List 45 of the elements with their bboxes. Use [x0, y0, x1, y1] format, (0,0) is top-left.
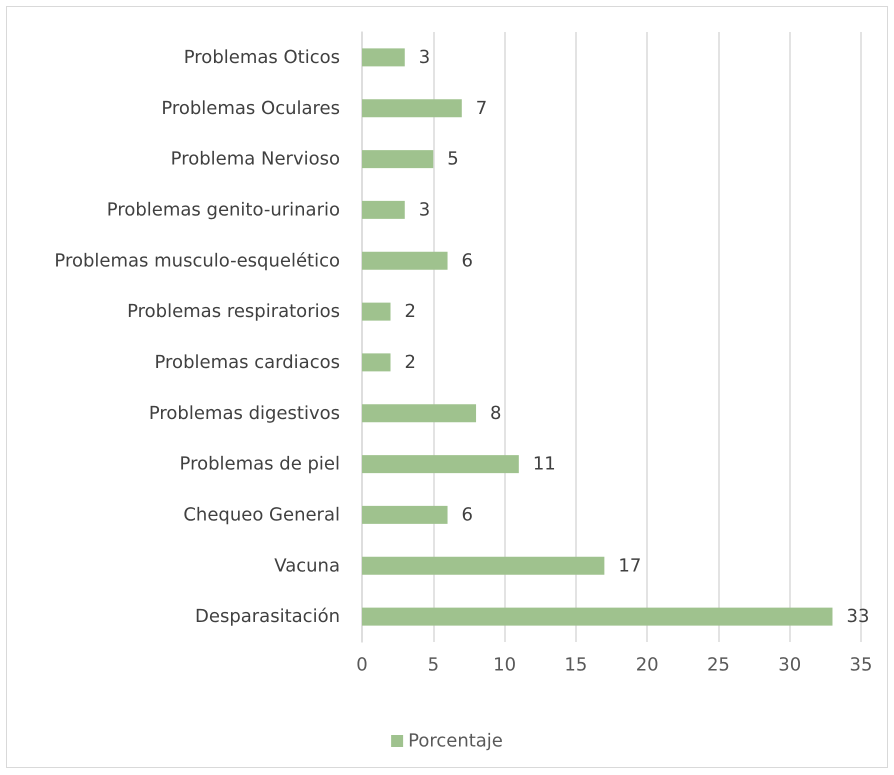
- x-tick-label: 25: [706, 654, 730, 676]
- y-tick-label: Problemas de piel: [180, 454, 340, 475]
- y-tick-label: Problema Nervioso: [170, 148, 340, 170]
- bar: [362, 455, 519, 474]
- data-label: 2: [404, 352, 416, 373]
- y-tick-label: Problemas musculo-esquelético: [54, 250, 340, 272]
- y-tick-label: Problemas digestivos: [148, 402, 340, 424]
- bar: [362, 200, 405, 219]
- y-tick-label: Chequeo General: [183, 504, 340, 526]
- bar: [362, 608, 832, 626]
- x-tick-label: 15: [564, 654, 588, 676]
- x-tick-label: 35: [850, 654, 872, 676]
- data-label: 3: [418, 199, 430, 220]
- bar: [362, 48, 405, 66]
- bar: [362, 353, 391, 372]
- x-tick-label: 30: [778, 654, 802, 676]
- bar: [362, 302, 391, 321]
- bar: [362, 506, 448, 524]
- y-tick-label: Vacuna: [274, 555, 340, 576]
- data-label: 2: [404, 301, 416, 322]
- data-label: 3: [418, 46, 430, 68]
- bar: [362, 99, 462, 118]
- data-label: 5: [447, 148, 459, 170]
- y-tick-label: Desparasitación: [195, 606, 340, 628]
- x-tick-label: 20: [636, 654, 659, 676]
- x-tick-label: 0: [356, 654, 368, 676]
- y-tick-label: Problemas cardiacos: [154, 352, 340, 373]
- bar: [362, 556, 604, 575]
- y-tick-label: Problemas respiratorios: [127, 301, 340, 322]
- data-label: 11: [532, 454, 556, 475]
- data-label: 8: [490, 402, 502, 424]
- bar: [362, 252, 448, 270]
- bar: [362, 404, 476, 422]
- data-label: 6: [462, 504, 473, 526]
- x-tick-label: 5: [428, 654, 440, 676]
- data-label: 17: [618, 555, 642, 576]
- data-label: 33: [846, 606, 870, 628]
- bar: [362, 150, 434, 168]
- y-tick-label: Problemas genito-urinario: [106, 199, 340, 220]
- data-label: 6: [462, 250, 473, 272]
- x-tick-label: 10: [493, 654, 516, 676]
- legend-label: Porcentaje: [408, 730, 503, 752]
- y-tick-label: Problemas Oculares: [161, 98, 340, 119]
- y-tick-label: Problemas Oticos: [184, 46, 340, 68]
- data-label: 7: [476, 98, 488, 119]
